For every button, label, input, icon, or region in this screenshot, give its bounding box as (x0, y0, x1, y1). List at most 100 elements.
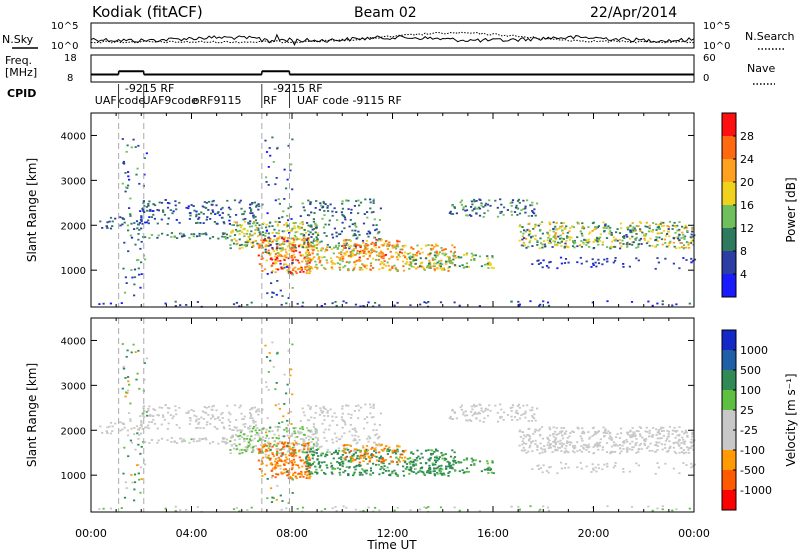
power-point (230, 231, 233, 234)
power-point (364, 198, 367, 201)
velocity-point (336, 453, 339, 455)
power-point (423, 269, 426, 271)
power-point (235, 214, 238, 216)
velocity-point (221, 440, 224, 443)
velocity-point (475, 417, 478, 420)
power-point (225, 233, 229, 236)
velocity-point (489, 468, 492, 470)
power-point (189, 214, 192, 217)
velocity-point (453, 469, 457, 471)
velocity-point (320, 445, 323, 448)
power-point (441, 249, 444, 252)
velocity-point (331, 441, 335, 444)
velocity-point (419, 467, 422, 469)
power-point (541, 243, 544, 246)
power-point (453, 207, 456, 209)
velocity-point (264, 473, 267, 476)
velocity-point (276, 428, 280, 431)
velocity-point (559, 439, 562, 442)
power-point (160, 218, 163, 221)
power-point (443, 269, 446, 271)
velocity-point (114, 422, 117, 425)
velocity-point (650, 435, 653, 438)
velocity-point (525, 442, 528, 445)
power-point (291, 287, 294, 289)
power-point (601, 263, 604, 266)
power-point (402, 269, 406, 272)
velocity-point (626, 433, 630, 436)
velocity-point (576, 441, 579, 444)
velocity-point (597, 430, 600, 432)
power-point (245, 232, 248, 235)
power-point (351, 249, 354, 252)
velocity-point (240, 412, 243, 415)
velocity-point (276, 450, 279, 453)
velocity-point (440, 473, 444, 476)
power-point (365, 243, 368, 246)
power-point (175, 219, 178, 221)
power-point (351, 252, 354, 255)
velocity-point (342, 451, 346, 453)
power-point (143, 157, 146, 159)
power-point (545, 265, 549, 267)
velocity-point (125, 355, 128, 358)
velocity-point (291, 464, 294, 467)
power-point (596, 240, 599, 243)
velocity-point (265, 386, 268, 388)
velocity-point (439, 506, 443, 509)
velocity-point (300, 470, 303, 473)
power-point (279, 254, 282, 256)
power-point (415, 267, 418, 270)
power-point (278, 221, 281, 223)
power-point (166, 202, 170, 204)
power-point (348, 247, 351, 250)
power-point (278, 253, 281, 256)
power-point (359, 249, 362, 252)
power-point (428, 262, 431, 265)
velocity-point (478, 510, 481, 512)
velocity-point (634, 444, 637, 447)
power-point (343, 252, 346, 255)
power-point (409, 304, 412, 307)
power-point (358, 260, 361, 262)
power-point (678, 239, 681, 241)
power-point (658, 228, 661, 230)
power-y-tick-label: 1000 (61, 266, 86, 277)
power-point (658, 232, 662, 235)
velocity-point (345, 447, 348, 450)
power-point (541, 232, 544, 235)
power-point (632, 241, 635, 244)
power-point (106, 221, 109, 224)
velocity-point (274, 463, 277, 466)
power-point (592, 241, 595, 243)
power-point (449, 262, 452, 264)
velocity-point (660, 430, 664, 432)
velocity-point (537, 468, 541, 470)
velocity-point (195, 427, 198, 429)
velocity-point (307, 429, 310, 432)
velocity-point (253, 427, 256, 429)
power-point (655, 223, 658, 226)
power-point (688, 246, 691, 249)
power-point (597, 225, 600, 227)
velocity-point (412, 461, 415, 464)
power-point (347, 268, 350, 270)
power-point (321, 247, 324, 250)
power-point (325, 235, 328, 237)
velocity-point (227, 418, 230, 421)
power-point (365, 240, 369, 242)
velocity-point (231, 429, 234, 431)
velocity-point (335, 449, 338, 452)
velocity-point (671, 433, 674, 435)
velocity-point (348, 451, 351, 453)
velocity-point (404, 461, 407, 464)
power-point (369, 269, 372, 271)
power-point (395, 251, 398, 254)
velocity-point (530, 420, 533, 422)
power-point (309, 270, 312, 273)
velocity-point (174, 405, 177, 408)
velocity-point (248, 430, 252, 433)
power-point (282, 238, 285, 241)
power-point (378, 252, 382, 255)
